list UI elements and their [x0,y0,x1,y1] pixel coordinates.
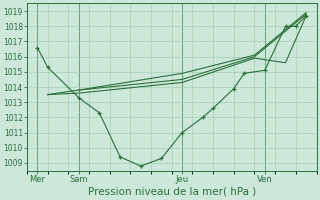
X-axis label: Pression niveau de la mer( hPa ): Pression niveau de la mer( hPa ) [88,187,256,197]
